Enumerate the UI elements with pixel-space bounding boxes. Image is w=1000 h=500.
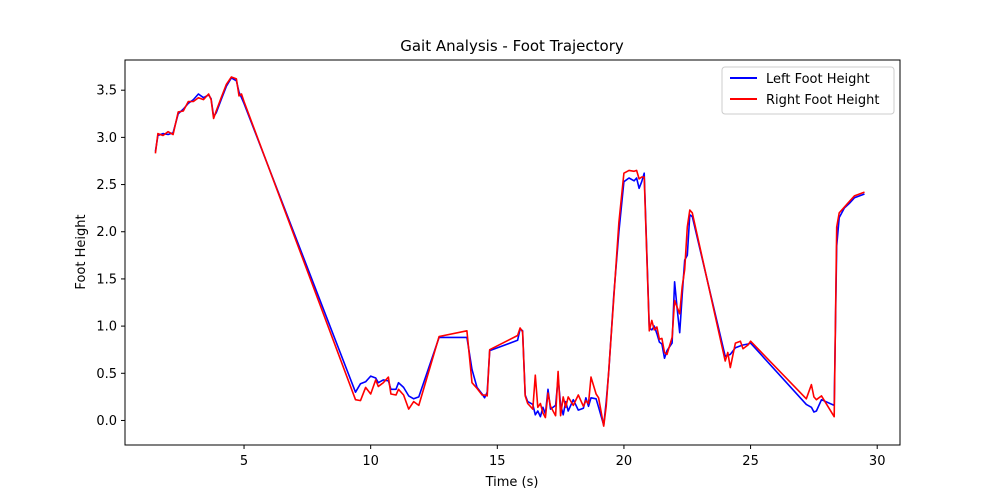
x-tick-label: 25 — [742, 454, 759, 469]
y-axis-title: Foot Height — [74, 214, 89, 289]
x-tick-label: 30 — [869, 454, 886, 469]
x-axis: 5 10 15 20 25 30 — [240, 445, 886, 469]
x-axis-title: Time (s) — [485, 475, 539, 490]
x-tick-label: 20 — [616, 454, 633, 469]
y-tick-label: 1.5 — [96, 272, 117, 287]
x-tick-label: 5 — [240, 454, 248, 469]
legend: Left Foot Height Right Foot Height — [721, 66, 895, 115]
y-tick-label: 1.0 — [96, 320, 117, 335]
y-tick-label: 3.0 — [96, 131, 117, 146]
y-axis: 0.0 0.5 1.0 1.5 2.0 2.5 3.0 3.5 — [96, 84, 125, 429]
legend-label-left-foot: Left Foot Height — [766, 72, 870, 87]
y-tick-label: 3.5 — [96, 84, 117, 99]
chart-title: Gait Analysis - Foot Trajectory — [400, 37, 624, 55]
series-line-left-foot — [154, 77, 865, 427]
y-tick-label: 2.5 — [96, 178, 117, 193]
series-line-right-foot — [154, 76, 865, 427]
legend-box — [721, 66, 895, 115]
y-tick-label: 0.5 — [96, 367, 117, 382]
x-tick-label: 15 — [489, 454, 506, 469]
x-tick-label: 10 — [362, 454, 379, 469]
legend-label-right-foot: Right Foot Height — [766, 93, 880, 108]
plot-frame — [124, 59, 901, 446]
plot-area — [154, 76, 865, 427]
y-tick-label: 0.0 — [96, 414, 117, 429]
y-tick-label: 2.0 — [96, 225, 117, 240]
